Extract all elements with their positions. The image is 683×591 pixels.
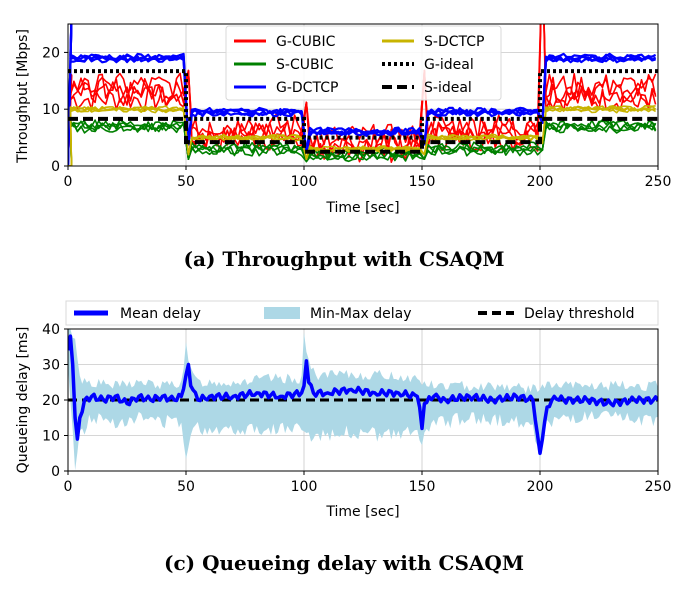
legend-mean-delay-label: Mean delay [120, 306, 201, 322]
s-cubic-line [68, 121, 657, 166]
legend-s-cubic-label: S-CUBIC [276, 57, 334, 73]
throughput-series [68, 24, 658, 166]
s-dctcp-line [68, 105, 657, 166]
throughput-y-axis-label: Throughput [Mbps] [15, 29, 31, 164]
delay-x-tick-label: 0 [64, 479, 73, 495]
throughput-ticks: 0 50 100 150 200 250 0 10 20 [42, 45, 671, 190]
throughput-x-tick-label: 50 [177, 174, 195, 190]
delay-y-tick-label: 30 [42, 358, 60, 374]
delay-legend: Mean delay Min-Max delay Delay threshold [65, 300, 659, 326]
g-cubic-line [68, 24, 657, 166]
legend-min-max-delay-swatch [264, 307, 300, 319]
throughput-y-tick-label: 10 [42, 102, 60, 118]
legend-delay-threshold-label: Delay threshold [524, 306, 635, 322]
delay-x-tick-label: 100 [291, 479, 318, 495]
legend-s-ideal-label: S-ideal [424, 80, 472, 96]
delay-series [68, 329, 658, 471]
throughput-chart: 0 50 100 150 200 250 0 10 20 Time [sec] Throughp… [15, 23, 671, 271]
g-dctcp-line [68, 24, 657, 166]
throughput-caption: (a) Throughput with CSAQM [184, 247, 505, 271]
throughput-x-tick-label: 0 [64, 174, 73, 190]
delay-caption: (c) Queueing delay with CSAQM [164, 551, 524, 575]
delay-y-tick-label: 10 [42, 429, 60, 445]
delay-x-tick-label: 200 [527, 479, 554, 495]
throughput-y-tick-label: 0 [51, 159, 60, 175]
delay-y-axis-label: Queueing delay [ms] [15, 327, 31, 474]
delay-legend-box [65, 300, 659, 326]
legend-min-max-delay-label: Min-Max delay [310, 306, 412, 322]
legend-s-dctcp-label: S-DCTCP [424, 34, 484, 50]
legend-g-ideal-label: G-ideal [424, 57, 474, 73]
throughput-x-tick-label: 150 [409, 174, 436, 190]
throughput-legend: G-CUBIC S-CUBIC G-DCTCP S-DCTCP G-ideal … [225, 25, 502, 101]
delay-y-tick-label: 0 [51, 464, 60, 480]
delay-y-tick-label: 20 [42, 393, 60, 409]
delay-y-tick-label: 40 [42, 322, 60, 338]
delay-x-axis-label: Time [sec] [325, 504, 399, 520]
delay-x-tick-label: 250 [645, 479, 672, 495]
s-dctcp-line [68, 105, 656, 166]
s-ideal-line [68, 116, 658, 154]
mean-delay-line [68, 334, 658, 456]
throughput-x-tick-label: 200 [527, 174, 554, 190]
legend-g-dctcp-label: G-DCTCP [276, 80, 338, 96]
delay-x-tick-label: 50 [177, 479, 195, 495]
throughput-legend-box [225, 25, 502, 101]
throughput-x-tick-label: 100 [291, 174, 318, 190]
throughput-plot-frame [67, 23, 659, 167]
g-cubic-line [68, 24, 657, 166]
delay-ticks: 0 50 100 150 200 250 0 10 20 30 40 [42, 322, 671, 495]
delay-x-tick-label: 150 [409, 479, 436, 495]
legend-g-cubic-label: G-CUBIC [276, 34, 336, 50]
throughput-x-tick-label: 250 [645, 174, 672, 190]
g-ideal-line [68, 69, 658, 140]
delay-chart: 0 50 100 150 200 250 0 10 20 30 40 Time [sec] Queu… [15, 300, 671, 575]
throughput-y-tick-label: 20 [42, 45, 60, 61]
throughput-x-axis-label: Time [sec] [325, 200, 399, 216]
